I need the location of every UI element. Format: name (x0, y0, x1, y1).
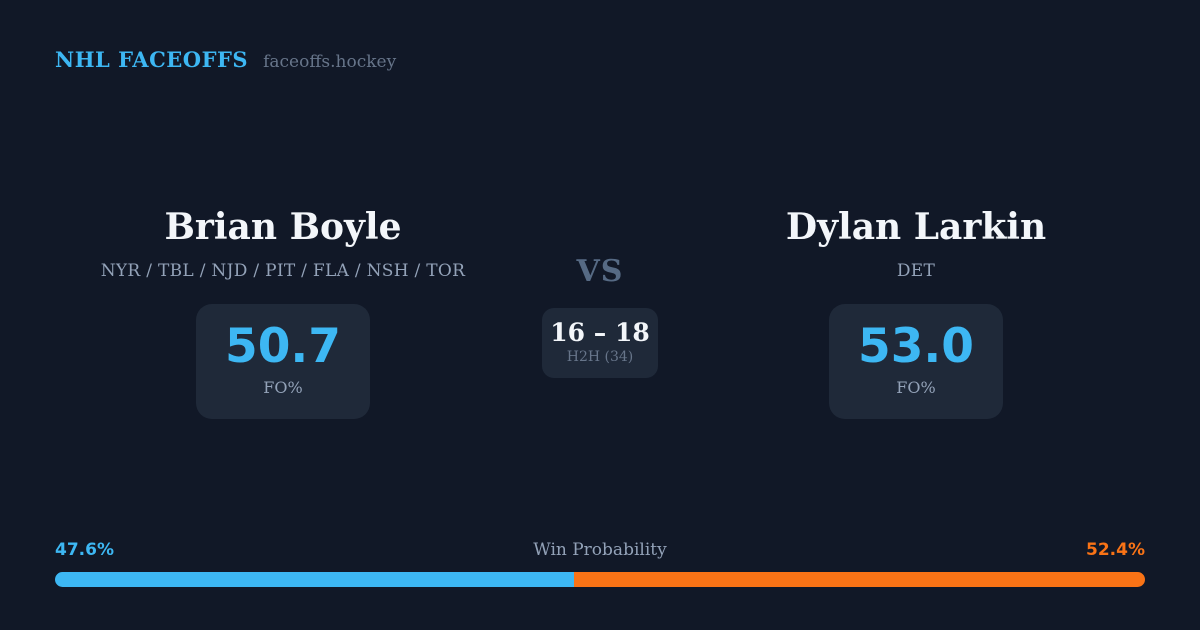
player-right-name: Dylan Larkin (785, 206, 1047, 248)
player-left-stat-card: 50.7 FO% (196, 304, 370, 419)
win-probability-section: 47.6% Win Probability 52.4% (55, 540, 1145, 587)
header: NHL FACEOFFS faceoffs.hockey (55, 47, 396, 72)
site-domain: faceoffs.hockey (263, 52, 397, 72)
win-probability-labels: 47.6% Win Probability 52.4% (55, 540, 1145, 563)
player-left-column: Brian Boyle NYR / TBL / NJD / PIT / FLA … (63, 205, 503, 419)
h2h-score: 16 – 18 (550, 318, 650, 347)
player-right-stat-card: 53.0 FO% (829, 304, 1003, 419)
h2h-card: 16 – 18 H2H (34) (542, 308, 658, 378)
player-left-fo-label: FO% (263, 378, 303, 397)
win-probability-left-pct: 47.6% (55, 540, 114, 560)
player-right-column: Dylan Larkin DET 53.0 FO% (696, 205, 1136, 419)
player-right-teams: DET (896, 261, 936, 281)
win-probability-right-pct: 52.4% (1086, 540, 1145, 560)
win-probability-right-segment (573, 572, 1145, 587)
win-probability-left-segment (55, 572, 574, 587)
win-probability-title: Win Probability (533, 540, 667, 560)
vs-label: VS (576, 254, 624, 289)
brand-title: NHL FACEOFFS (55, 47, 249, 72)
player-right-fo-value: 53.0 (858, 319, 974, 374)
center-column: VS 16 – 18 H2H (34) (500, 205, 700, 378)
player-left-teams: NYR / TBL / NJD / PIT / FLA / NSH / TOR (100, 261, 466, 281)
player-left-fo-value: 50.7 (225, 319, 341, 374)
player-left-name: Brian Boyle (164, 206, 402, 248)
h2h-label: H2H (34) (566, 349, 634, 365)
win-probability-bar (55, 572, 1145, 587)
player-right-fo-label: FO% (896, 378, 936, 397)
